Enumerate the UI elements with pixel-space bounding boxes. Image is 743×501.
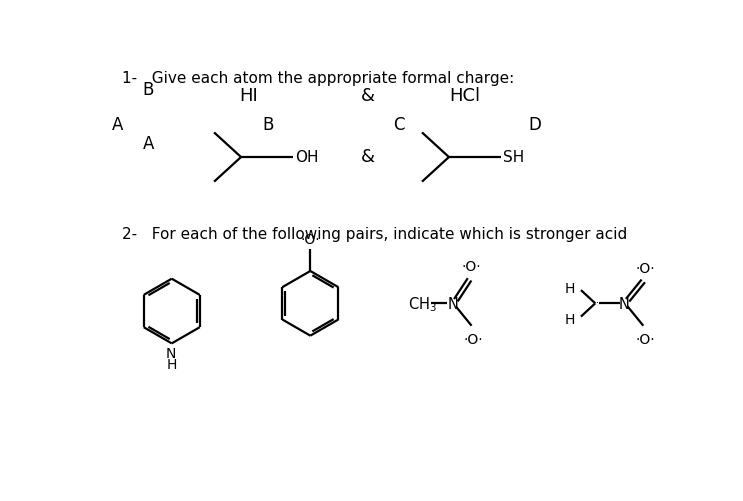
Text: ·O·: ·O· — [464, 332, 483, 346]
Text: 2-   For each of the following pairs, indicate which is stronger acid: 2- For each of the following pairs, indi… — [122, 227, 627, 242]
Text: C: C — [394, 115, 405, 133]
Text: &: & — [361, 148, 375, 166]
Text: ·O·: ·O· — [635, 332, 655, 346]
Text: OH: OH — [295, 149, 319, 164]
Text: ··: ·· — [592, 298, 600, 308]
Text: H: H — [565, 281, 575, 295]
Text: N: N — [166, 346, 176, 360]
Text: H: H — [166, 358, 177, 371]
Text: ·O·: ·O· — [461, 260, 481, 274]
Text: A: A — [111, 115, 123, 133]
Text: HI: HI — [239, 87, 258, 105]
Text: 1-   Give each atom the appropriate formal charge:: 1- Give each atom the appropriate formal… — [122, 71, 514, 86]
Text: &: & — [361, 87, 375, 105]
Text: B: B — [262, 115, 274, 133]
Text: N: N — [447, 296, 458, 311]
Text: A: A — [143, 135, 154, 153]
Text: HCl: HCl — [449, 87, 480, 105]
Text: H: H — [565, 312, 575, 326]
Text: SH: SH — [503, 149, 524, 164]
Text: N: N — [619, 296, 630, 311]
Text: B: B — [143, 81, 154, 99]
Text: CH$_3$: CH$_3$ — [408, 295, 437, 313]
Text: ·O·: ·O· — [300, 232, 320, 246]
Text: ·O·: ·O· — [635, 261, 655, 275]
Text: D: D — [528, 115, 541, 133]
